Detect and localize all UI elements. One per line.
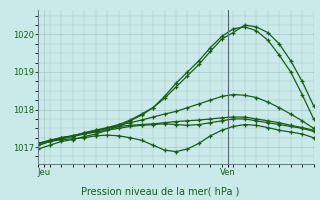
Text: Pression niveau de la mer( hPa ): Pression niveau de la mer( hPa ): [81, 186, 239, 196]
